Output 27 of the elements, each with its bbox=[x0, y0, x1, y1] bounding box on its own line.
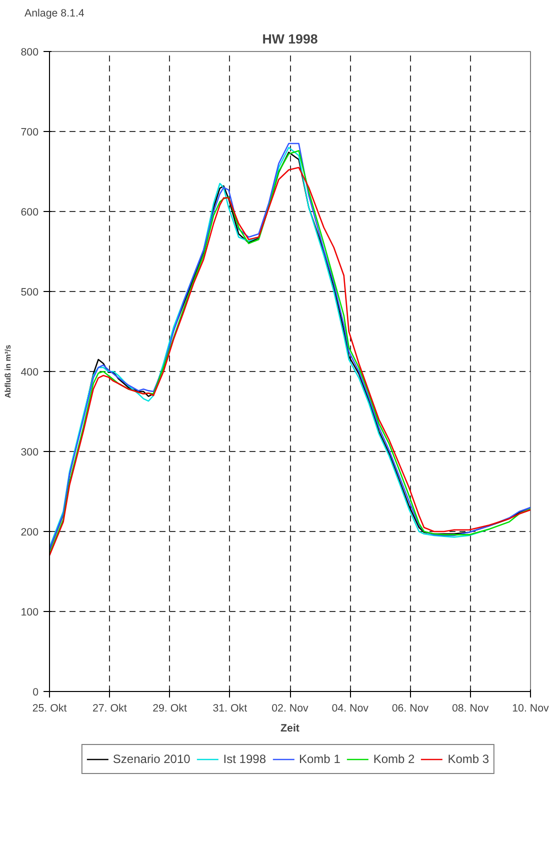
x-tick-label: 31. Okt bbox=[212, 702, 248, 714]
y-tick-label: 100 bbox=[20, 606, 39, 618]
y-axis-title: Abfluß in m³/s bbox=[4, 344, 13, 398]
x-tick-label: 10. Nov bbox=[512, 702, 550, 714]
x-tick-label: 29. Okt bbox=[152, 702, 187, 714]
y-tick-label: 400 bbox=[20, 366, 39, 378]
y-tick-label: 200 bbox=[20, 526, 39, 538]
y-tick-label: 700 bbox=[20, 126, 39, 138]
x-tick-label: 02. Nov bbox=[272, 702, 310, 714]
legend-label: Komb 2 bbox=[373, 752, 415, 766]
chart-title: HW 1998 bbox=[262, 32, 318, 46]
x-tick-label: 08. Nov bbox=[452, 702, 490, 714]
y-tick-label: 600 bbox=[20, 206, 39, 218]
y-tick-label: 0 bbox=[32, 686, 39, 698]
legend-label: Komb 3 bbox=[448, 752, 490, 766]
y-tick-label: 500 bbox=[20, 286, 39, 298]
x-tick-label: 04. Nov bbox=[332, 702, 370, 714]
x-tick-label: 25. Okt bbox=[32, 702, 67, 714]
text: Anlage 8.1.4 bbox=[24, 8, 84, 20]
legend-label: Szenario 2010 bbox=[112, 752, 190, 766]
y-tick-label: 300 bbox=[20, 446, 39, 458]
x-tick-label: 27. Okt bbox=[92, 702, 127, 714]
y-tick-label: 800 bbox=[20, 46, 39, 58]
x-axis-title: Zeit bbox=[280, 722, 300, 734]
legend-label: Ist 1998 bbox=[223, 752, 266, 766]
x-tick-label: 06. Nov bbox=[392, 702, 430, 714]
legend-label: Komb 1 bbox=[299, 752, 340, 766]
